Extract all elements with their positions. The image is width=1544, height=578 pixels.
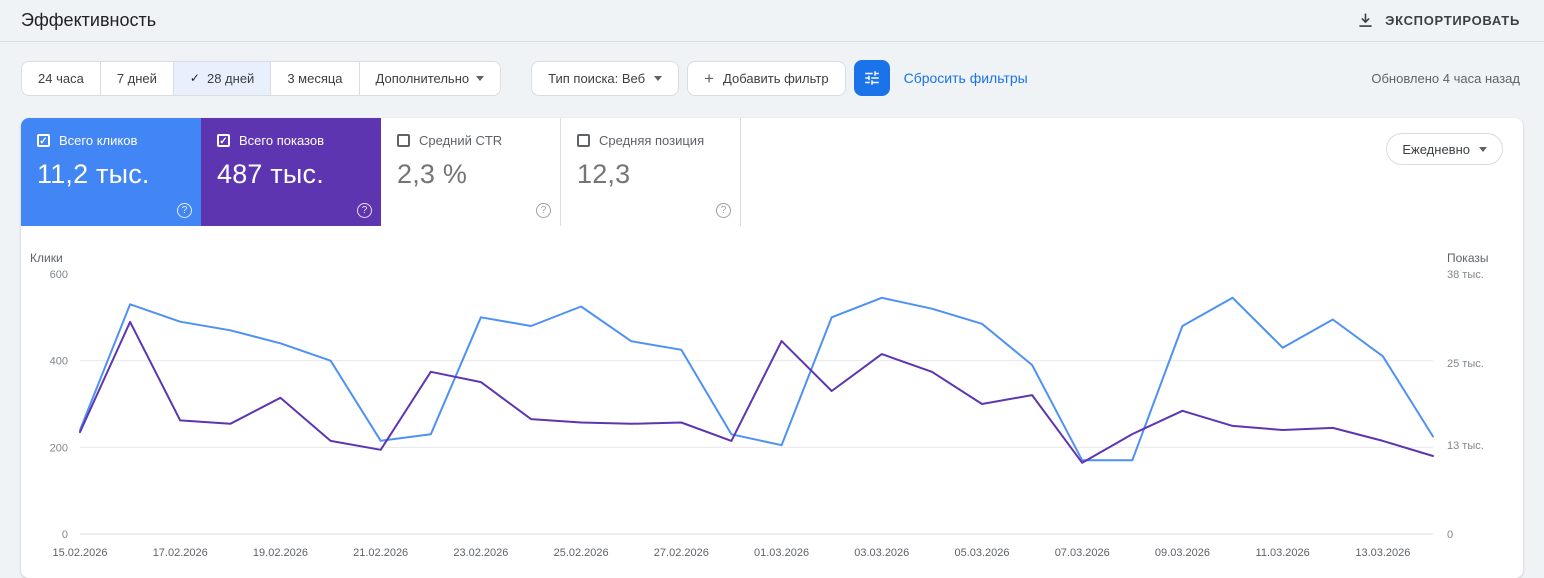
reset-filters-link[interactable]: Сбросить фильтры xyxy=(903,70,1028,86)
date-range-label: 24 часа xyxy=(38,70,84,86)
svg-text:600: 600 xyxy=(50,269,68,281)
granularity-button[interactable]: Ежедневно xyxy=(1386,133,1503,165)
export-button[interactable]: ЭКСПОРТИРОВАТЬ xyxy=(1356,11,1520,30)
svg-text:0: 0 xyxy=(1447,529,1453,541)
svg-text:19.02.2026: 19.02.2026 xyxy=(253,547,308,559)
svg-text:0: 0 xyxy=(62,529,68,541)
chevron-down-icon xyxy=(654,75,663,81)
metric-label: Средний CTR xyxy=(419,133,503,148)
check-icon: ✓ xyxy=(189,71,200,85)
add-filter-label: Добавить фильтр xyxy=(723,70,829,86)
svg-text:09.03.2026: 09.03.2026 xyxy=(1155,547,1210,559)
page-title: Эффективность xyxy=(21,10,157,30)
metric-value: 11,2 тыс. xyxy=(37,159,150,189)
svg-text:21.02.2026: 21.02.2026 xyxy=(353,547,408,559)
svg-text:05.03.2026: 05.03.2026 xyxy=(954,547,1009,559)
help-icon[interactable]: ? xyxy=(716,203,731,218)
svg-text:17.02.2026: 17.02.2026 xyxy=(153,547,208,559)
svg-text:13.03.2026: 13.03.2026 xyxy=(1355,547,1410,559)
checkbox-unchecked-icon[interactable] xyxy=(577,134,590,147)
metric-label: Средняя позиция xyxy=(599,133,705,148)
metric-label: Всего показов xyxy=(239,133,324,148)
filter-toolbar: 24 часа 7 дней ✓ 28 дней 3 месяца Дополн… xyxy=(21,60,1520,96)
svg-text:07.03.2026: 07.03.2026 xyxy=(1055,547,1110,559)
metric-value: 2,3 % xyxy=(397,159,468,189)
chevron-down-icon xyxy=(476,75,485,81)
help-icon[interactable]: ? xyxy=(177,203,192,218)
search-type-label: Тип поиска: Веб xyxy=(548,70,646,86)
date-range-28d-button[interactable]: ✓ 28 дней xyxy=(172,61,271,95)
svg-text:27.02.2026: 27.02.2026 xyxy=(654,547,709,559)
download-icon xyxy=(1356,11,1375,30)
svg-text:01.03.2026: 01.03.2026 xyxy=(754,547,809,559)
help-icon[interactable]: ? xyxy=(536,203,551,218)
metric-cards: ✓ Всего кликов 11,2 тыс. ? ✓ Всего показ… xyxy=(21,118,1523,226)
date-range-group: 24 часа 7 дней ✓ 28 дней 3 месяца Дополн… xyxy=(21,60,502,96)
date-range-7d-button[interactable]: 7 дней xyxy=(99,61,173,95)
date-range-label: Дополнительно xyxy=(375,70,470,86)
export-label: ЭКСПОРТИРОВАТЬ xyxy=(1385,13,1520,28)
svg-text:25 тыс.: 25 тыс. xyxy=(1447,358,1484,370)
add-filter-chip[interactable]: + Добавить фильтр xyxy=(687,60,846,96)
search-type-chip[interactable]: Тип поиска: Веб xyxy=(531,60,680,96)
checkbox-checked-icon[interactable]: ✓ xyxy=(217,134,230,147)
checkbox-checked-icon[interactable]: ✓ xyxy=(37,134,50,147)
date-range-label: 3 месяца xyxy=(287,70,343,86)
date-range-label: 28 дней xyxy=(206,70,255,86)
metric-label: Всего кликов xyxy=(59,133,138,148)
svg-text:13 тыс.: 13 тыс. xyxy=(1447,440,1484,452)
svg-text:200: 200 xyxy=(50,442,68,454)
svg-text:23.02.2026: 23.02.2026 xyxy=(453,547,508,559)
svg-text:Клики: Клики xyxy=(30,251,63,265)
last-updated-text: Обновлено 4 часа назад xyxy=(1371,70,1520,86)
svg-text:400: 400 xyxy=(50,356,68,368)
svg-text:11.03.2026: 11.03.2026 xyxy=(1256,547,1310,559)
svg-text:03.03.2026: 03.03.2026 xyxy=(854,547,909,559)
filter-tune-button[interactable] xyxy=(853,60,890,96)
metric-card-clicks[interactable]: ✓ Всего кликов 11,2 тыс. ? xyxy=(21,118,201,226)
svg-text:15.02.2026: 15.02.2026 xyxy=(52,547,107,559)
date-range-3m-button[interactable]: 3 месяца xyxy=(270,61,359,95)
metric-card-position[interactable]: Средняя позиция 12,3 ? xyxy=(561,118,741,226)
page-header: Эффективность ЭКСПОРТИРОВАТЬ xyxy=(0,0,1544,42)
date-range-label: 7 дней xyxy=(116,70,157,86)
metric-card-ctr[interactable]: Средний CTR 2,3 % ? xyxy=(381,118,561,226)
performance-chart[interactable]: 0 200 400 600 0 13 тыс. 25 тыс. 38 тыс. Клики Пок… xyxy=(21,245,1523,578)
granularity-label: Ежедневно xyxy=(1402,141,1470,157)
svg-text:Показы: Показы xyxy=(1447,251,1488,265)
line-chart[interactable]: 0 200 400 600 0 13 тыс. 25 тыс. 38 тыс. Клики Пок… xyxy=(21,245,1523,578)
date-range-more-button[interactable]: Дополнительно xyxy=(358,61,501,95)
metric-card-impressions[interactable]: ✓ Всего показов 487 тыс. ? xyxy=(201,118,381,226)
svg-text:38 тыс.: 38 тыс. xyxy=(1447,269,1484,281)
svg-text:25.02.2026: 25.02.2026 xyxy=(554,547,609,559)
chevron-down-icon xyxy=(1479,146,1487,152)
metric-value: 487 тыс. xyxy=(217,159,324,189)
date-range-24h-button[interactable]: 24 часа xyxy=(22,61,100,95)
tune-icon xyxy=(863,69,881,87)
help-icon[interactable]: ? xyxy=(357,203,372,218)
performance-panel: ✓ Всего кликов 11,2 тыс. ? ✓ Всего показ… xyxy=(21,118,1523,578)
plus-icon: + xyxy=(704,68,715,88)
checkbox-unchecked-icon[interactable] xyxy=(397,134,410,147)
metric-value: 12,3 xyxy=(577,159,631,189)
